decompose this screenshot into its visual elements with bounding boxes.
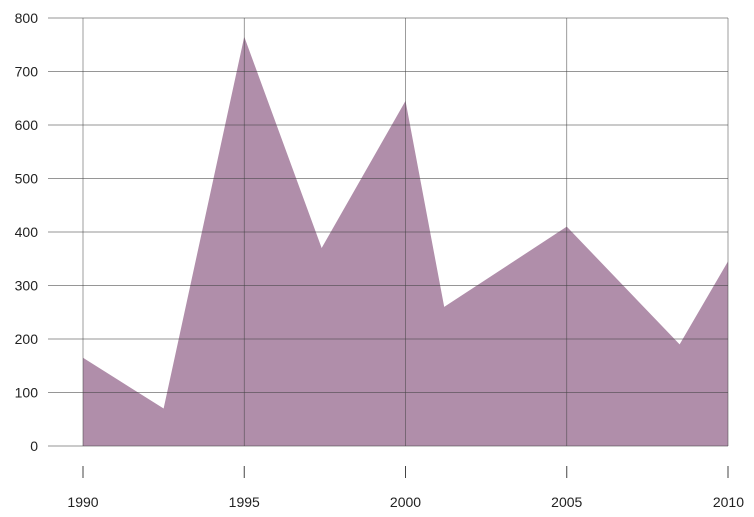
x-tick-label-1995: 1995 xyxy=(229,494,260,510)
x-tick-label-2010: 2010 xyxy=(713,494,744,510)
y-tick-label-700: 700 xyxy=(15,64,39,80)
y-tick-label-0: 0 xyxy=(30,438,38,454)
y-tick-label-300: 300 xyxy=(15,278,39,294)
axis-layer: 0 100 200 300 400 500 600 700 800 1990 1995 2000 200… xyxy=(15,10,745,510)
y-tick-label-500: 500 xyxy=(15,171,39,187)
grid-layer xyxy=(48,17,729,447)
y-tick-label-600: 600 xyxy=(15,117,39,133)
x-tick-label-2000: 2000 xyxy=(390,494,421,510)
x-tick-label-1990: 1990 xyxy=(67,494,98,510)
y-tick-label-100: 100 xyxy=(15,385,39,401)
y-tick-label-800: 800 xyxy=(15,10,39,26)
y-tick-label-400: 400 xyxy=(15,224,39,240)
x-tick-label-2005: 2005 xyxy=(551,494,582,510)
y-tick-label-200: 200 xyxy=(15,331,39,347)
